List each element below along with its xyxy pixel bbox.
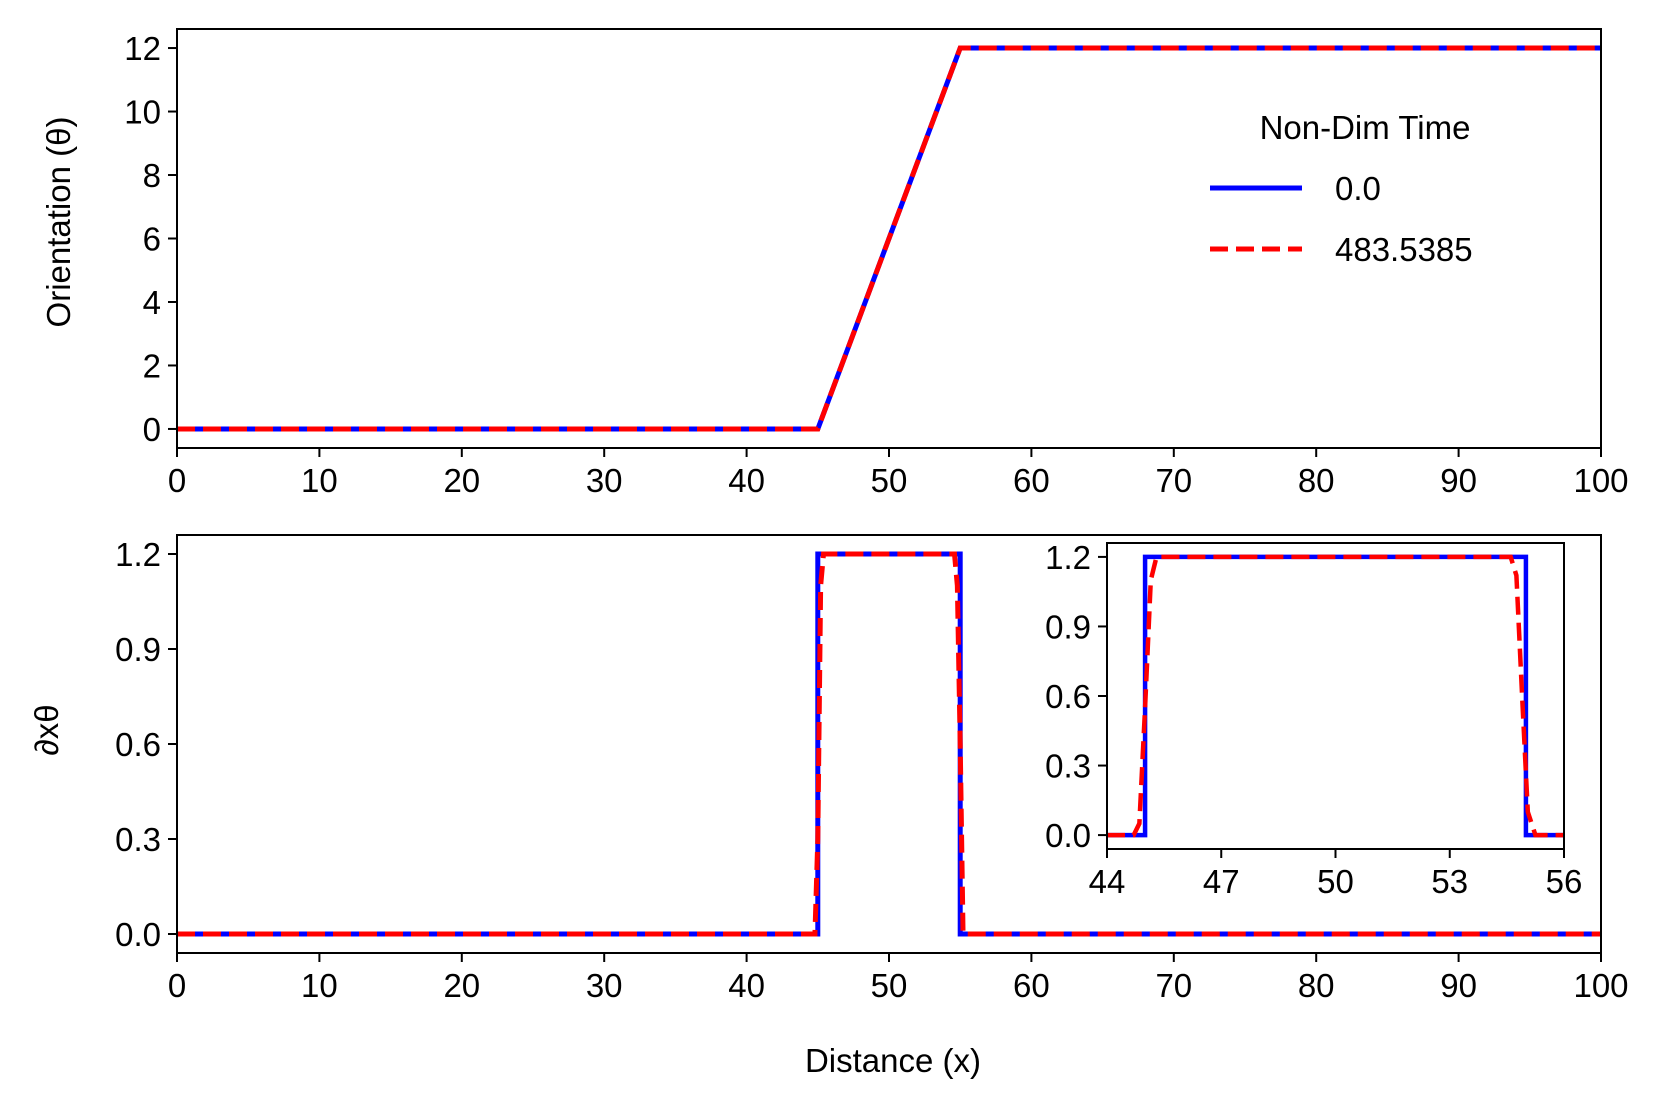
bottom-x-tick-label: 30 bbox=[586, 967, 623, 1004]
top-y-tick-label: 12 bbox=[124, 30, 161, 67]
bottom-y-tick-label: 0.6 bbox=[115, 726, 161, 763]
bottom-x-tick-label: 70 bbox=[1155, 967, 1192, 1004]
inset-plot-area bbox=[1107, 543, 1564, 849]
gradient-inset-panel: 44 47 50 53 56 0.0 0.3 0.6 0.9 1.2 bbox=[1045, 539, 1582, 900]
bottom-y-tick-label: 1.2 bbox=[115, 536, 161, 573]
top-y-tick-label: 10 bbox=[124, 94, 161, 131]
inset-x-tick-label: 53 bbox=[1431, 863, 1468, 900]
top-x-tick-label: 70 bbox=[1155, 462, 1192, 499]
top-x-tick-label: 50 bbox=[871, 462, 908, 499]
bottom-x-tick-label: 40 bbox=[728, 967, 765, 1004]
bottom-x-tick-label: 80 bbox=[1298, 967, 1335, 1004]
top-y-tick-label: 6 bbox=[143, 221, 161, 258]
inset-x-tick-label: 56 bbox=[1546, 863, 1583, 900]
inset-y-tick-label: 0.3 bbox=[1045, 748, 1091, 785]
bottom-x-tick-label: 90 bbox=[1440, 967, 1477, 1004]
bottom-x-tick-label: 100 bbox=[1573, 967, 1628, 1004]
bottom-x-axis-label: Distance (x) bbox=[805, 1042, 981, 1079]
bottom-y-tick-label: 0.3 bbox=[115, 821, 161, 858]
bottom-y-tick-label: 0.9 bbox=[115, 631, 161, 668]
top-y-tick-label: 4 bbox=[143, 284, 161, 321]
top-y-tick-label: 8 bbox=[143, 157, 161, 194]
top-y-tick-label: 2 bbox=[143, 347, 161, 384]
top-x-tick-label: 30 bbox=[586, 462, 623, 499]
bottom-y-axis-label: ∂xθ bbox=[28, 704, 65, 755]
inset-y-tick-label: 0.0 bbox=[1045, 817, 1091, 854]
legend-entry-0: 0.0 bbox=[1335, 170, 1381, 207]
inset-series-blue-solid-line bbox=[1107, 554, 1564, 838]
bottom-y-tick-label: 0.0 bbox=[115, 916, 161, 953]
bottom-x-tick-label: 20 bbox=[443, 967, 480, 1004]
top-x-tick-label: 10 bbox=[301, 462, 338, 499]
top-x-tick-label: 0 bbox=[168, 462, 186, 499]
top-y-tick-label: 0 bbox=[143, 411, 161, 448]
top-x-tick-label: 60 bbox=[1013, 462, 1050, 499]
top-series-red-dashed-line bbox=[177, 45, 1601, 432]
bottom-series-red-dashed-line bbox=[177, 551, 1601, 937]
legend-entry-1: 483.5385 bbox=[1335, 231, 1473, 268]
top-x-tick-label: 80 bbox=[1298, 462, 1335, 499]
inset-y-tick-label: 0.9 bbox=[1045, 608, 1091, 645]
inset-y-tick-label: 1.2 bbox=[1045, 539, 1091, 576]
inset-x-tick-label: 50 bbox=[1317, 863, 1354, 900]
top-x-tick-label: 40 bbox=[728, 462, 765, 499]
top-x-tick-label: 20 bbox=[443, 462, 480, 499]
inset-series-red-dashed-line bbox=[1107, 554, 1564, 838]
orientation-panel: 0 10 20 30 40 50 60 70 80 90 100 0 2 4 6 8 10 12 bbox=[124, 28, 1629, 499]
top-x-tick-label: 100 bbox=[1573, 462, 1628, 499]
top-y-axis-label: Orientation (θ) bbox=[40, 117, 77, 328]
bottom-x-tick-label: 0 bbox=[168, 967, 186, 1004]
inset-y-tick-label: 0.6 bbox=[1045, 678, 1091, 715]
legend: Non-Dim Time 0.0 483.5385 bbox=[1210, 109, 1473, 268]
top-x-tick-label: 90 bbox=[1440, 462, 1477, 499]
inset-x-tick-label: 44 bbox=[1089, 863, 1126, 900]
bottom-x-tick-label: 10 bbox=[301, 967, 338, 1004]
legend-title: Non-Dim Time bbox=[1260, 109, 1471, 146]
bottom-x-tick-label: 60 bbox=[1013, 967, 1050, 1004]
inset-x-tick-label: 47 bbox=[1203, 863, 1240, 900]
bottom-x-tick-label: 50 bbox=[871, 967, 908, 1004]
